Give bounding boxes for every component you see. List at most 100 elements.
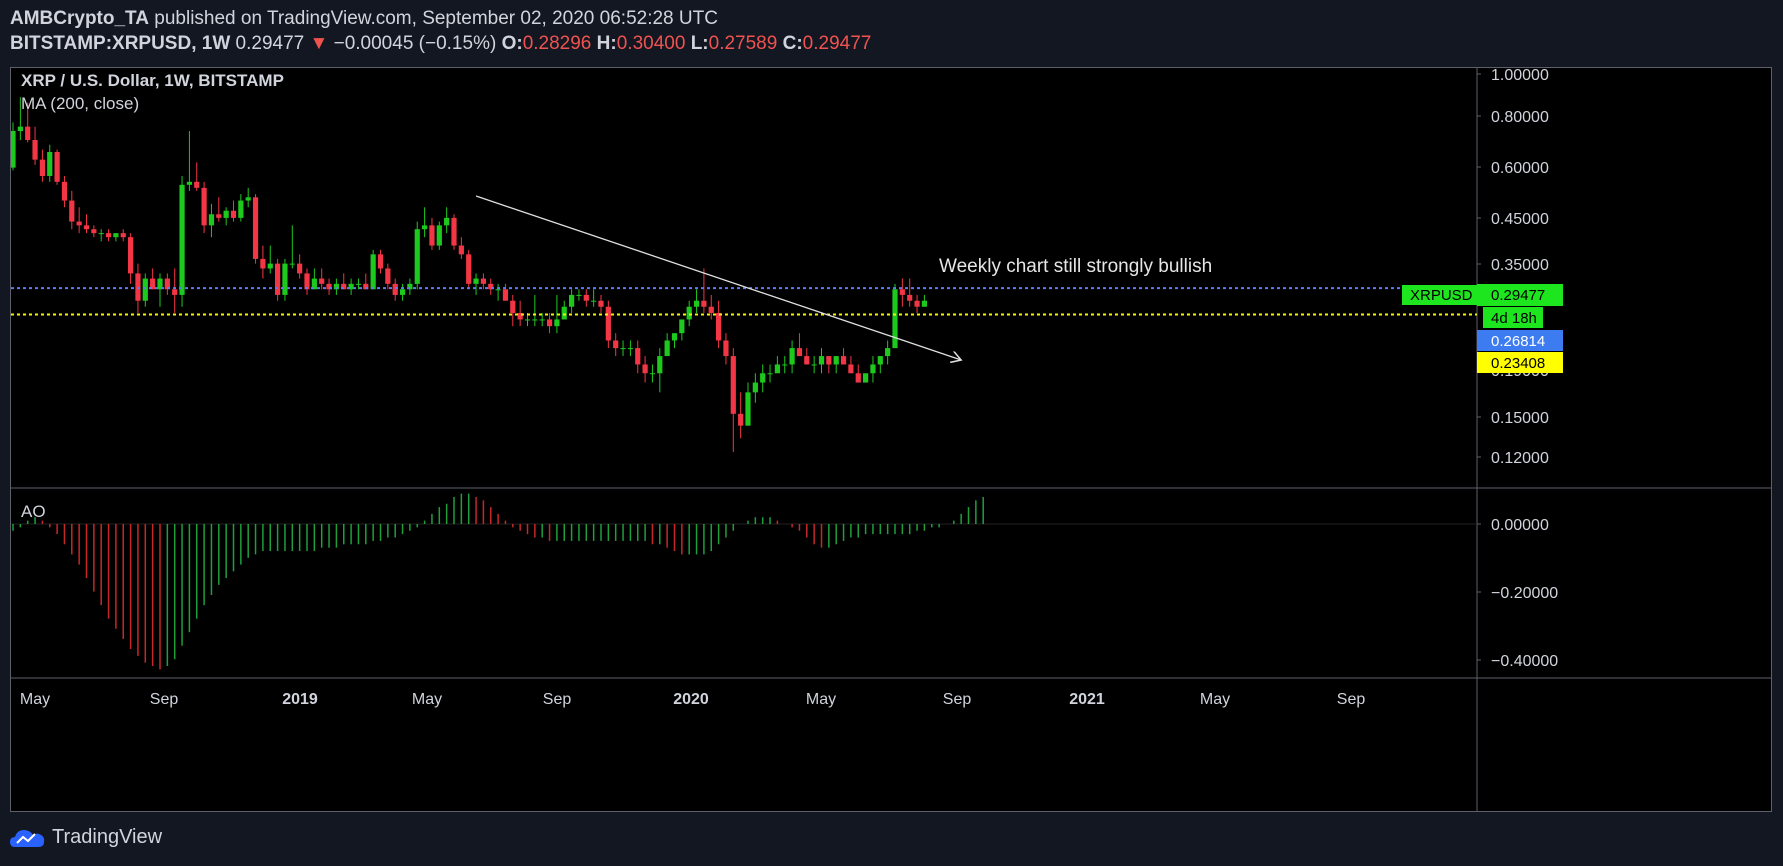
candle-body [738,413,744,426]
candle-body [899,289,905,295]
tradingview-brand: TradingView [52,826,163,848]
yellow-level-value: 0.23408 [1491,355,1545,372]
candle-body [83,225,90,230]
candle-body [701,300,707,307]
candle-body [348,283,354,290]
yellow-level-tag [1477,352,1563,373]
candle-body [598,300,604,307]
candle-body [774,364,780,374]
candle-body [502,289,509,301]
blue-level-value: 0.26814 [1491,333,1545,350]
candle-body [245,197,251,201]
time-tick-label: May [806,691,836,708]
candle-body [495,289,501,291]
price-tick-label: 0.15000 [1491,410,1549,427]
candle-body [804,356,810,365]
candle-body [782,364,788,366]
candle-body [172,289,178,295]
candle-body [289,263,295,265]
candle-body [760,373,766,383]
candle-body [583,294,589,301]
candle-body [252,197,259,259]
candle-body [554,319,560,327]
candle-body [98,233,104,235]
candle-body [150,278,156,290]
candle-body [429,225,435,246]
time-tick-label: Sep [150,691,179,708]
candle-body [510,300,516,313]
candle-body [789,348,795,365]
high-value: 0.30400 [616,33,686,54]
chart-annotation: Weekly chart still strongly bullish [939,256,1212,277]
tradingview-logo[interactable]: TradingView [10,826,162,849]
candle-body [341,283,347,290]
candle-body [216,214,222,218]
candle-body [635,348,641,365]
candle-body [238,200,244,218]
candle-body [32,140,38,160]
price-tick-label: 0.60000 [1491,160,1549,177]
candle-body [436,225,442,246]
candle-body [17,126,23,131]
candle-body [752,382,758,393]
candle-body [260,258,266,269]
candle-body [488,283,494,290]
candle-body [39,159,45,177]
trendline [475,195,961,360]
candle-body [649,373,656,375]
candle-body [892,289,898,349]
candle-body [620,348,626,350]
chart-header: AMBCrypto_TA published on TradingView.co… [10,6,871,56]
symbol-label[interactable]: BITSTAMP:XRPUSD, 1W [10,33,231,54]
author-name[interactable]: AMBCrypto_TA [10,8,149,29]
price-tick-label: 1.00000 [1491,68,1549,84]
candle-body [466,254,472,284]
candle-body [194,181,200,188]
candle-body [120,233,126,238]
candle-body [414,229,420,284]
candle-body [76,221,82,226]
candle-body [539,319,545,321]
time-tick-label: May [1200,691,1230,708]
candle-body [69,200,75,222]
candle-body [267,263,273,269]
candle-body [826,356,832,365]
candle-body [679,319,685,334]
candle-body [385,268,391,284]
candle-body [113,233,119,238]
candle-body [885,348,891,357]
candle-body [208,214,215,226]
candle-body [863,373,869,383]
candle-body [627,348,633,350]
chart-frame[interactable]: Weekly chart still strongly bullish XRP /… [10,67,1772,812]
candle-body [877,356,883,365]
candle-body [569,294,575,307]
candle-body [61,181,68,201]
candle-body [576,294,582,296]
high-label: H: [596,33,617,54]
candle-body [304,273,310,290]
candle-body [613,340,619,349]
candle-body [480,278,486,284]
candle-body [686,306,692,320]
time-tick-label: 2021 [1069,691,1105,708]
candle-body [319,278,325,284]
candle-body [818,356,825,365]
candle-body [745,392,751,426]
time-tick-label: May [412,691,442,708]
candle-body [422,225,428,230]
candle-body [458,245,464,255]
candle-body [392,283,398,295]
time-tick-label: 2019 [282,691,318,708]
candle-body [135,273,141,301]
candle-body [223,210,229,218]
countdown-tag [1483,307,1543,328]
candle-body [333,283,339,290]
chart-canvas[interactable]: Weekly chart still strongly bullish XRP /… [11,68,1771,811]
candle-body [848,364,854,374]
candle-body [664,340,670,357]
publish-info: published on TradingView.com, September … [154,8,718,29]
candle-body [840,356,847,365]
candle-body [855,373,861,383]
ma-legend: MA (200, close) [21,94,139,113]
